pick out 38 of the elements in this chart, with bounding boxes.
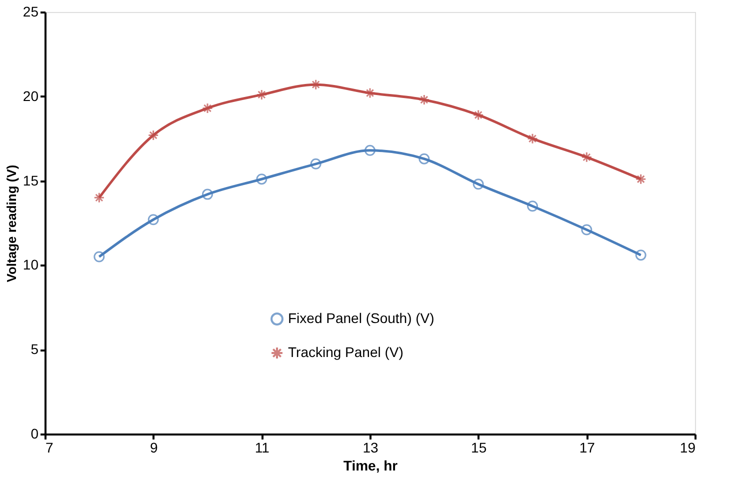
legend-label: Fixed Panel (South) (V) xyxy=(288,310,434,326)
y-tick-label: 10 xyxy=(22,256,39,273)
point xyxy=(148,214,159,226)
x-tick-label: 19 xyxy=(680,440,696,456)
y-tick-label: 15 xyxy=(22,172,39,188)
point xyxy=(418,94,430,106)
point xyxy=(202,102,213,114)
point xyxy=(256,174,268,185)
y-tick-label: 5 xyxy=(30,341,39,358)
x-axis-title: Time, hr xyxy=(343,458,398,474)
point xyxy=(94,192,105,204)
point xyxy=(472,178,484,190)
point xyxy=(202,188,213,200)
legend-label: Tracking Panel (V) xyxy=(288,344,404,360)
x-tick-label: 15 xyxy=(471,440,487,456)
point xyxy=(94,251,105,262)
y-tick-label: 25 xyxy=(22,4,39,20)
point xyxy=(418,153,430,164)
x-tick-label: 9 xyxy=(150,440,158,456)
y-tick-label: 20 xyxy=(22,88,39,104)
point xyxy=(148,130,159,141)
x-tick-label: 17 xyxy=(579,440,596,456)
point xyxy=(581,224,592,236)
point xyxy=(581,152,592,163)
point xyxy=(472,109,484,120)
x-tick-label: 11 xyxy=(254,440,270,456)
point xyxy=(635,250,646,261)
y-tick-label: 0 xyxy=(30,426,39,442)
y-axis-title: Voltage reading (V) xyxy=(4,164,19,282)
point xyxy=(527,200,538,212)
point xyxy=(364,88,376,99)
point xyxy=(364,144,376,156)
x-tick-label: 7 xyxy=(46,440,54,456)
x-tick-label: 13 xyxy=(362,440,378,456)
point xyxy=(635,174,646,185)
point xyxy=(256,89,268,100)
point xyxy=(310,158,322,170)
point xyxy=(527,133,538,144)
